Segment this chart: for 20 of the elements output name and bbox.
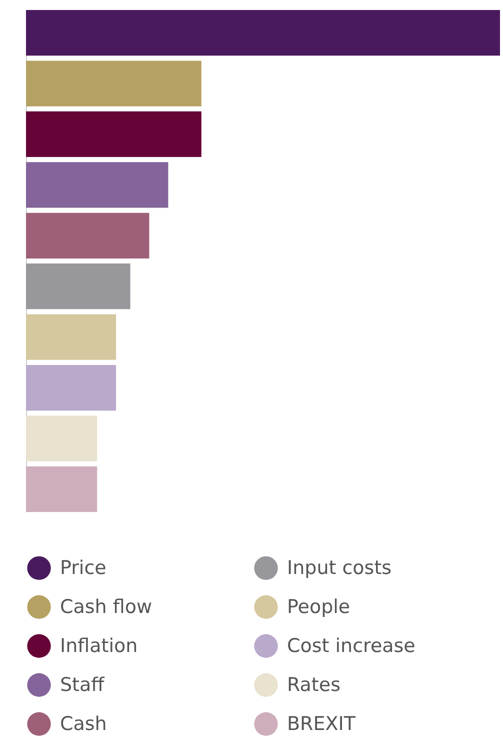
bar — [26, 416, 98, 462]
bar — [26, 364, 116, 411]
legend-label: Staff — [60, 674, 106, 696]
legend-label: Input costs — [287, 557, 392, 580]
legend-label: Cash flow — [60, 596, 152, 618]
bar — [26, 111, 202, 158]
legend-label: Inflation — [60, 635, 138, 657]
bar — [26, 466, 98, 512]
bar — [26, 264, 130, 310]
legend-label: BREXIT — [287, 713, 356, 735]
legend-label: People — [287, 596, 350, 618]
bar — [26, 10, 500, 56]
legend-label: Cost increase — [287, 635, 416, 657]
bar — [26, 314, 116, 360]
bar — [26, 212, 150, 258]
legend-label: Rates — [287, 674, 340, 696]
legend-label: Cash — [60, 713, 107, 735]
bar — [26, 60, 202, 106]
legend-label: Price — [60, 557, 106, 580]
bar — [26, 162, 168, 208]
